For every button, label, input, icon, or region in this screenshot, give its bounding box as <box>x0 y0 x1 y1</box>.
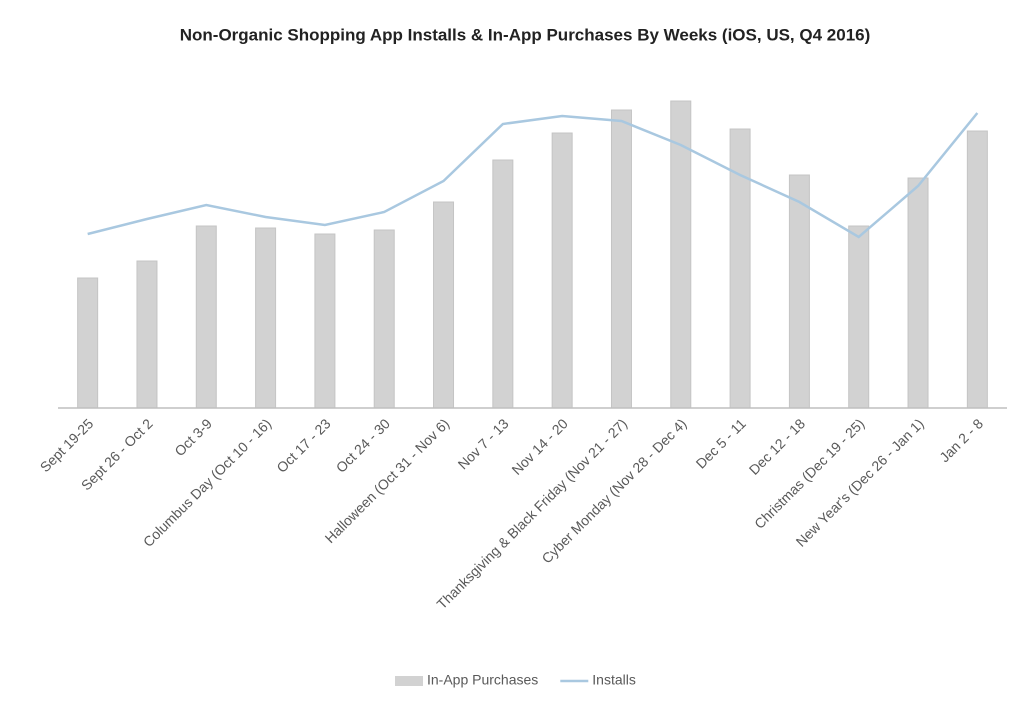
x-tick-label: Nov 14 - 20 <box>508 415 571 478</box>
line <box>87 112 979 239</box>
bar <box>610 109 632 409</box>
chart-title: Non-Organic Shopping App Installs & In-A… <box>180 25 871 44</box>
x-tick-label: New Year's (Dec 26 - Jan 1) <box>793 415 927 549</box>
bar <box>551 132 573 409</box>
bar <box>77 277 99 409</box>
bar <box>433 201 455 409</box>
x-tick-label: Oct 24 - 30 <box>333 415 393 475</box>
x-tick-label: Nov 7 - 13 <box>455 415 512 472</box>
x-tick-label: Columbus Day (Oct 10 - 16) <box>140 415 275 550</box>
legend-label: Installs <box>592 672 636 688</box>
legend-label: In-App Purchases <box>427 672 538 688</box>
x-tick-label: Sept 19-25 <box>37 415 97 475</box>
bar <box>195 225 217 409</box>
x-tick-label: Christmas (Dec 19 - 25) <box>751 415 867 531</box>
x-tick-label: Jan 2 - 8 <box>936 415 986 465</box>
bar <box>255 227 277 409</box>
x-tick-label: Dec 5 - 11 <box>693 415 749 471</box>
bar <box>492 159 514 409</box>
x-tick-label: Oct 3-9 <box>171 415 215 459</box>
bar <box>788 174 810 409</box>
x-tick-label: Halloween (Oct 31 - Nov 6) <box>322 415 453 546</box>
bar <box>136 260 158 409</box>
x-tick-label: Dec 12 - 18 <box>746 415 809 478</box>
bar <box>314 233 336 409</box>
bar <box>907 177 929 409</box>
bar <box>966 130 988 409</box>
legend-swatch <box>395 676 423 686</box>
bar <box>670 100 692 409</box>
x-tick-label: Oct 17 - 23 <box>273 415 333 475</box>
bar <box>848 225 870 409</box>
bar <box>373 229 395 409</box>
